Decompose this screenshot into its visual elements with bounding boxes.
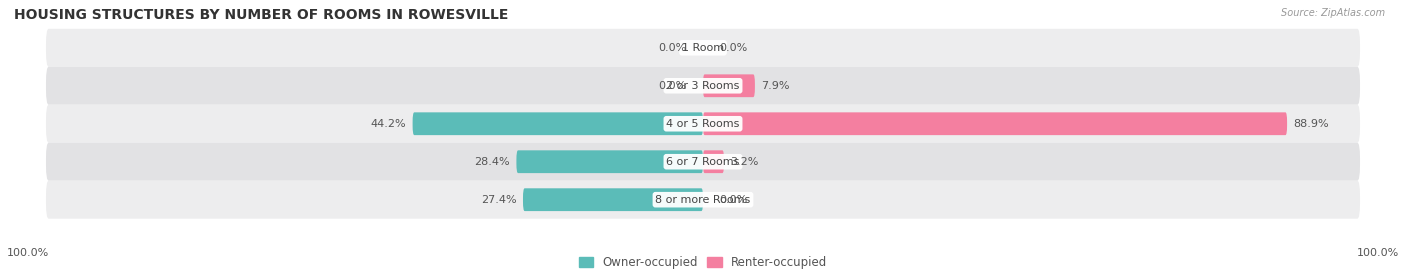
Text: 0.0%: 0.0% [720, 43, 748, 53]
FancyBboxPatch shape [46, 105, 1360, 143]
Text: 4 or 5 Rooms: 4 or 5 Rooms [666, 119, 740, 129]
Text: Source: ZipAtlas.com: Source: ZipAtlas.com [1281, 8, 1385, 18]
Text: 100.0%: 100.0% [1357, 248, 1399, 258]
Text: 2 or 3 Rooms: 2 or 3 Rooms [666, 81, 740, 91]
FancyBboxPatch shape [46, 181, 1360, 219]
Text: 100.0%: 100.0% [7, 248, 49, 258]
Legend: Owner-occupied, Renter-occupied: Owner-occupied, Renter-occupied [579, 256, 827, 269]
Text: 28.4%: 28.4% [474, 157, 510, 167]
FancyBboxPatch shape [516, 150, 703, 173]
Text: 27.4%: 27.4% [481, 195, 516, 205]
FancyBboxPatch shape [703, 112, 1286, 135]
FancyBboxPatch shape [523, 188, 703, 211]
Text: 8 or more Rooms: 8 or more Rooms [655, 195, 751, 205]
FancyBboxPatch shape [46, 143, 1360, 181]
Text: 0.0%: 0.0% [658, 43, 686, 53]
Text: HOUSING STRUCTURES BY NUMBER OF ROOMS IN ROWESVILLE: HOUSING STRUCTURES BY NUMBER OF ROOMS IN… [14, 8, 509, 22]
Text: 6 or 7 Rooms: 6 or 7 Rooms [666, 157, 740, 167]
Text: 88.9%: 88.9% [1294, 119, 1329, 129]
FancyBboxPatch shape [703, 74, 755, 97]
FancyBboxPatch shape [46, 67, 1360, 105]
Text: 0.0%: 0.0% [720, 195, 748, 205]
Text: 3.2%: 3.2% [731, 157, 759, 167]
Text: 44.2%: 44.2% [370, 119, 406, 129]
FancyBboxPatch shape [703, 150, 724, 173]
Text: 1 Room: 1 Room [682, 43, 724, 53]
FancyBboxPatch shape [46, 29, 1360, 67]
Text: 7.9%: 7.9% [762, 81, 790, 91]
FancyBboxPatch shape [412, 112, 703, 135]
Text: 0.0%: 0.0% [658, 81, 686, 91]
